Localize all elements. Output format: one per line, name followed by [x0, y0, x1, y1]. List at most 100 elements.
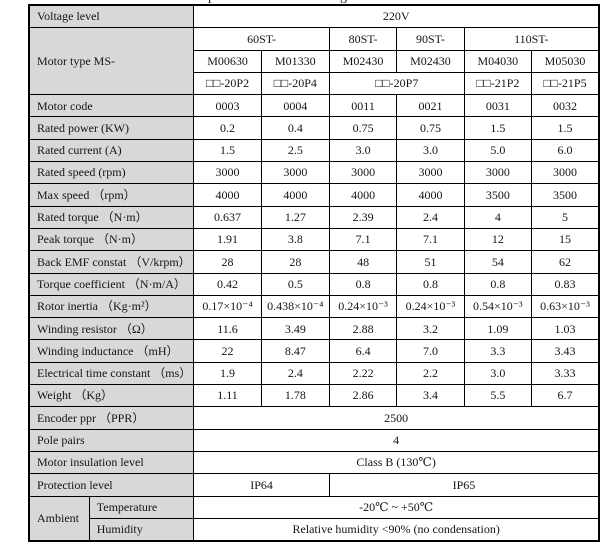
motor-spec-table: Voltage level 220V Motor type MS- 60ST- …: [28, 4, 600, 543]
row-rated-torque: Rated torque （N·m） 0.637 1.27 2.39 2.4 4…: [28, 205, 600, 229]
spec-value: 1.5: [193, 138, 262, 163]
spec-label: Electrical time constant （ms）: [28, 361, 195, 386]
spec-value: 0.8: [463, 272, 533, 296]
spec-value: 0.42: [193, 272, 262, 296]
spec-value: 2.2: [396, 361, 465, 386]
spec-value: 1.91: [193, 227, 262, 252]
spec-value: 3.33: [531, 361, 600, 386]
spec-value: 0.5: [260, 272, 330, 296]
voltage-level-label: Voltage level: [28, 4, 195, 29]
spec-value: 3000: [260, 161, 330, 185]
spec-value: 0.63×10⁻³: [531, 294, 600, 319]
model-cell: M01330: [260, 49, 330, 73]
spec-label: Rated speed (rpm): [28, 161, 195, 185]
row-motor-models: M00630 M01330 M02430 M02430 M04030 M0503…: [29, 49, 600, 73]
spec-value: 3500: [463, 183, 533, 207]
spec-value: 3500: [531, 183, 600, 207]
spec-value: 4000: [396, 183, 465, 207]
spec-value: 3.3: [463, 339, 533, 363]
spec-value: 4000: [193, 183, 262, 207]
cropped-text-fragment: p: [208, 0, 215, 3]
spec-value: 6.4: [328, 339, 398, 363]
spec-value: 1.27: [260, 205, 330, 229]
row-peak-torque: Peak torque （N·m） 1.91 3.8 7.1 7.1 12 15: [28, 227, 600, 252]
protection-label: Protection level: [28, 473, 195, 497]
spec-label: Rated current (A): [28, 138, 195, 163]
spec-value: 0.24×10⁻³: [328, 294, 398, 319]
spec-value: 5: [531, 205, 600, 229]
row-ambient-humidity: Humidity Relative humidity <90% (no cond…: [29, 517, 600, 542]
spec-value: 2.39: [328, 205, 398, 229]
spec-label: Weight （Kg）: [28, 384, 195, 408]
row-rated-speed: Rated speed (rpm) 3000 3000 3000 3000 30…: [28, 161, 600, 185]
model-cell: M02430: [396, 49, 465, 73]
series-110st: 110ST-: [463, 27, 600, 51]
spec-value: 0.54×10⁻³: [463, 294, 533, 319]
spec-value: 3.2: [396, 317, 465, 341]
encoder-value: 2500: [193, 406, 600, 430]
temperature-value: -20℃ ~ +50℃: [193, 495, 600, 519]
row-voltage-level: Voltage level 220V: [28, 4, 600, 29]
model-cell: M05030: [531, 49, 600, 73]
motor-type-label: Motor type MS-: [28, 27, 195, 96]
spec-value: 0.8: [396, 272, 465, 296]
spec-value: 0.24×10⁻³: [396, 294, 465, 319]
spec-value: 6.0: [531, 138, 600, 163]
encoder-label: Encoder ppr （PPR）: [28, 406, 195, 430]
spec-value: 0.83: [531, 272, 600, 296]
spec-value: 1.9: [193, 361, 262, 386]
spec-label: Rated torque （N·m）: [28, 205, 195, 229]
insulation-label: Motor insulation level: [28, 450, 195, 475]
spec-value: 3.8: [260, 227, 330, 252]
spec-value: 4: [463, 205, 533, 229]
row-motor-series: Motor type MS- 60ST- 80ST- 90ST- 110ST-: [28, 27, 600, 96]
voltage-level-value: 220V: [193, 4, 600, 29]
spec-value: 22: [193, 339, 262, 363]
series-60st: 60ST-: [193, 27, 330, 51]
row-back-emf: Back EMF constat （V/krpm） 28 28 48 51 54…: [28, 250, 600, 274]
spec-value: 0.4: [260, 116, 330, 140]
power-code-cell: □□-20P4: [260, 71, 330, 96]
spec-value: 0.438×10⁻⁴: [260, 294, 330, 319]
humidity-label: Humidity: [88, 517, 195, 542]
model-cell: M04030: [463, 49, 533, 73]
row-pole-pairs: Pole pairs 4: [28, 428, 600, 452]
spec-value: 0.17×10⁻⁴: [193, 294, 262, 319]
spec-value: 4000: [260, 183, 330, 207]
row-rated-power: Rated power (KW) 0.2 0.4 0.75 0.75 1.5 1…: [28, 116, 600, 140]
spec-value: 3.4: [396, 384, 465, 408]
row-torque-coefficient: Torque coefficient （N·m/A） 0.42 0.5 0.8 …: [28, 272, 600, 296]
row-insulation: Motor insulation level Class B (130℃): [28, 450, 600, 475]
spec-value: 3.49: [260, 317, 330, 341]
spec-value: 3000: [193, 161, 262, 185]
spec-value: 3.0: [396, 138, 465, 163]
spec-value: 5.5: [463, 384, 533, 408]
pole-pairs-label: Pole pairs: [28, 428, 195, 452]
spec-value: 2.4: [260, 361, 330, 386]
row-encoder: Encoder ppr （PPR） 2500: [28, 406, 600, 430]
spec-label: Back EMF constat （V/krpm）: [28, 250, 195, 274]
cropped-text-fragment: g: [340, 0, 347, 3]
spec-value: 0.75: [328, 116, 398, 140]
spec-value: 3000: [328, 161, 398, 185]
pole-pairs-value: 4: [193, 428, 600, 452]
spec-value: 2.88: [328, 317, 398, 341]
model-cell: M00630: [193, 49, 262, 73]
ambient-label: Ambient: [28, 495, 90, 542]
spec-value: 28: [193, 250, 262, 274]
row-rated-current: Rated current (A) 1.5 2.5 3.0 3.0 5.0 6.…: [28, 138, 600, 163]
spec-value: 54: [463, 250, 533, 274]
spec-value: 0004: [260, 94, 330, 118]
spec-label: Rated power (KW): [28, 116, 195, 140]
spec-value: 0021: [396, 94, 465, 118]
cropped-heading-fragments: p g: [0, 0, 600, 3]
power-code-cell: □□-20P2: [193, 71, 262, 96]
spec-label: Peak torque （N·m）: [28, 227, 195, 252]
spec-label: Winding resistor （Ω）: [28, 317, 195, 341]
spec-value: 51: [396, 250, 465, 274]
row-winding-inductance: Winding inductance （mH） 22 8.47 6.4 7.0 …: [28, 339, 600, 363]
spec-value: 1.03: [531, 317, 600, 341]
row-motor-code: Motor code 0003 0004 0011 0021 0031 0032: [28, 94, 600, 118]
row-electrical-time-constant: Electrical time constant （ms） 1.9 2.4 2.…: [28, 361, 600, 386]
row-rotor-inertia: Rotor inertia （Kg·m²） 0.17×10⁻⁴ 0.438×10…: [28, 294, 600, 319]
